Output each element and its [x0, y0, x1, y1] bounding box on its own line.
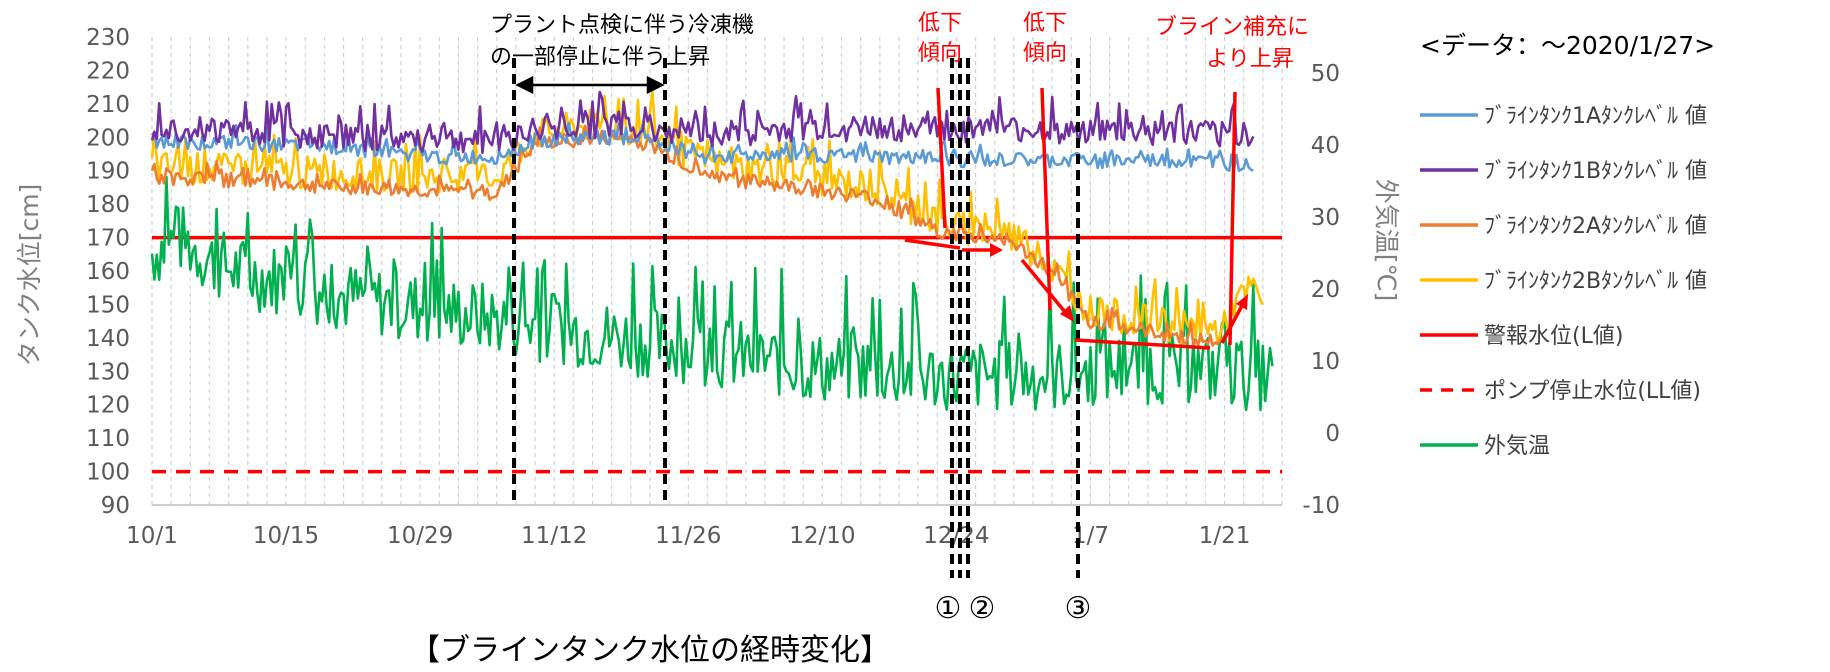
y2-tick-label: 50 — [1311, 61, 1340, 87]
y2-tick-label: 40 — [1311, 133, 1340, 159]
series-line — [150, 90, 1255, 155]
x-tick-label: 10/15 — [253, 523, 319, 549]
period-arrow — [515, 75, 665, 95]
y-tick-label: 180 — [86, 192, 130, 218]
y-tick-label: 230 — [86, 25, 130, 51]
plant-note-line1: プラント点検に伴う冷凍機 — [490, 13, 754, 38]
chart-title: 【ブラインタンク水位の経時変化】 — [410, 633, 890, 668]
brine-note-line1: ブライン補充に — [1155, 15, 1309, 40]
legend-label: ﾌﾞﾗｲﾝﾀﾝｸ1Aﾀﾝｸﾚﾍﾞﾙ 値 — [1484, 104, 1707, 129]
y-tick-label: 160 — [86, 259, 130, 285]
y-tick-label: 140 — [86, 326, 130, 352]
data-note: <データ：～2020/1/27> — [1420, 31, 1715, 60]
series-line — [150, 90, 1264, 345]
period-lines — [512, 58, 1080, 578]
low-note-1-line2: 傾向 — [918, 41, 962, 66]
y2-tick-label: 0 — [1325, 421, 1340, 447]
chart-grid — [151, 37, 1283, 506]
legend-label: 外気温 — [1484, 434, 1550, 459]
legend-label: ﾌﾞﾗｲﾝﾀﾝｸ2Aﾀﾝｸﾚﾍﾞﾙ 値 — [1484, 214, 1707, 239]
y-axis-ticks: 90 100 110 120 130 140 150 160 170 180 190 200 210 22… — [86, 25, 130, 519]
low-note-2-line2: 傾向 — [1023, 41, 1067, 66]
plant-note-line2: の一部停止に伴う上昇 — [490, 45, 710, 70]
y2-tick-label: -10 — [1302, 493, 1340, 519]
series-line — [150, 122, 1254, 173]
y-tick-label: 200 — [86, 125, 130, 151]
y-tick-label: 190 — [86, 159, 130, 185]
y2-tick-label: 10 — [1311, 349, 1340, 375]
legend: ﾌﾞﾗｲﾝﾀﾝｸ1Aﾀﾝｸﾚﾍﾞﾙ 値 ﾌﾞﾗｲﾝﾀﾝｸ1Bﾀﾝｸﾚﾍﾞﾙ 値 ﾌﾞ… — [1420, 104, 1707, 459]
reference-lines — [152, 235, 1282, 474]
legend-label: 警報水位(L値) — [1484, 324, 1623, 349]
legend-label: ポンプ停止水位(LL値) — [1484, 379, 1701, 404]
y-tick-label: 100 — [86, 460, 130, 486]
marker-3: ③ — [1065, 591, 1092, 626]
y-tick-label: 110 — [86, 426, 130, 452]
x-axis-ticks: 10/1 10/15 10/29 11/12 11/26 12/10 12/24 1/7 1/2… — [126, 523, 1250, 549]
y-tick-label: 220 — [86, 58, 130, 84]
y-tick-label: 90 — [101, 493, 130, 519]
series-lines — [150, 90, 1274, 412]
x-tick-label: 10/29 — [387, 523, 453, 549]
y-tick-label: 170 — [86, 226, 130, 252]
low-note-2-line1: 低下 — [1023, 11, 1067, 36]
y2-axis-title: 外気温[℃] — [1372, 179, 1401, 302]
marker-2: ② — [969, 591, 996, 626]
y2-tick-label: 20 — [1311, 277, 1340, 303]
arrow-heads — [990, 243, 1248, 322]
x-tick-label: 11/26 — [655, 523, 721, 549]
low-note-1-line1: 低下 — [918, 11, 962, 36]
series-line — [150, 175, 1274, 412]
trend-arrows — [904, 87, 1247, 350]
x-tick-label: 11/12 — [521, 523, 587, 549]
y-axis-title: タンク水位[cm] — [15, 184, 44, 367]
x-tick-label: 10/1 — [126, 523, 178, 549]
brine-note-line2: より上昇 — [1206, 47, 1294, 72]
y2-axis-ticks: -10 0 10 20 30 40 50 — [1302, 61, 1340, 519]
y2-tick-label: 30 — [1311, 205, 1340, 231]
y-tick-label: 130 — [86, 359, 130, 385]
marker-1: ① — [935, 591, 962, 626]
x-tick-label: 1/21 — [1199, 523, 1251, 549]
y-tick-label: 120 — [86, 393, 130, 419]
x-tick-label: 12/24 — [923, 523, 989, 549]
legend-label: ﾌﾞﾗｲﾝﾀﾝｸ2Bﾀﾝｸﾚﾍﾞﾙ 値 — [1484, 269, 1707, 294]
legend-label: ﾌﾞﾗｲﾝﾀﾝｸ1Bﾀﾝｸﾚﾍﾞﾙ 値 — [1484, 159, 1707, 184]
x-tick-label: 12/10 — [789, 523, 855, 549]
series-line — [150, 124, 1226, 348]
y-tick-label: 150 — [86, 292, 130, 318]
y-tick-label: 210 — [86, 92, 130, 118]
